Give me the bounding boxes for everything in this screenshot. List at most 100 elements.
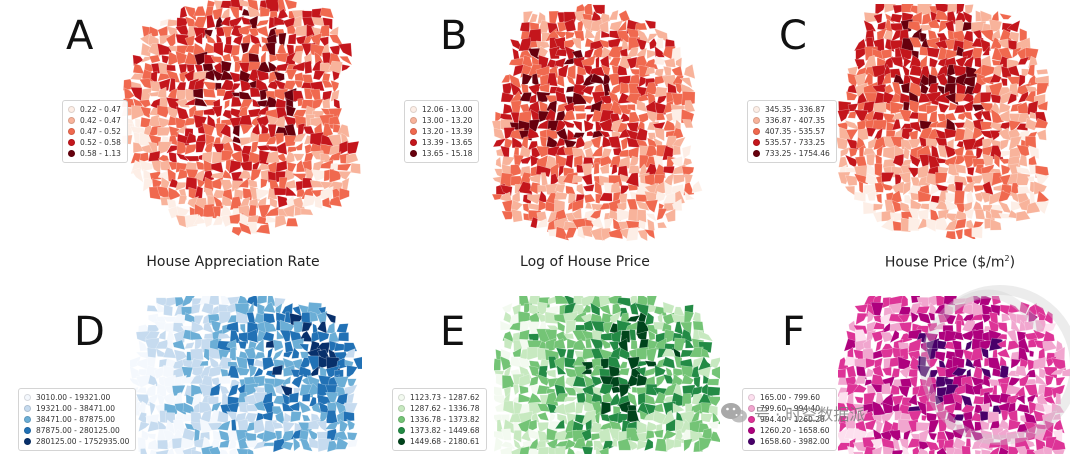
map-region xyxy=(1051,384,1066,399)
legend-swatch xyxy=(24,405,31,412)
map-region xyxy=(889,13,903,24)
map-region xyxy=(1028,155,1038,166)
map-region xyxy=(844,174,858,186)
map-region xyxy=(575,402,585,415)
map-region xyxy=(187,196,200,209)
map-region xyxy=(618,367,630,376)
map-region xyxy=(216,88,226,97)
map-region xyxy=(344,348,356,358)
map-region xyxy=(563,401,577,414)
map-region xyxy=(307,428,318,442)
map-legend: 12.06 - 13.00 13.00 - 13.20 13.20 - 13.39 1… xyxy=(404,100,480,163)
map-region xyxy=(998,446,1009,454)
map-region xyxy=(635,127,648,141)
map-region xyxy=(874,163,883,178)
map-region xyxy=(683,100,696,113)
map-region xyxy=(884,18,894,34)
map-region xyxy=(1015,123,1028,131)
map-region xyxy=(553,338,566,349)
map-region xyxy=(993,184,1003,192)
legend-item: 12.06 - 13.00 xyxy=(410,104,472,115)
map-region xyxy=(1006,76,1021,85)
map-region xyxy=(971,174,985,184)
map-region xyxy=(663,57,676,68)
map-region xyxy=(987,411,1000,424)
map-region xyxy=(253,351,266,360)
map-region xyxy=(636,209,647,223)
map-region xyxy=(644,393,656,405)
map-region xyxy=(684,173,694,185)
map-region xyxy=(1023,421,1038,435)
map-region xyxy=(1010,358,1022,369)
map-region xyxy=(1044,310,1053,326)
map-region xyxy=(157,141,173,155)
map-region xyxy=(945,230,956,239)
map-region xyxy=(853,173,869,185)
map-region xyxy=(990,208,1003,219)
map-region xyxy=(964,208,975,220)
map-region xyxy=(240,124,254,135)
choropleth-map xyxy=(836,4,1050,239)
map-region xyxy=(185,393,195,406)
map-region xyxy=(672,174,685,185)
map-region xyxy=(681,145,692,159)
map-region xyxy=(979,296,992,306)
map-region xyxy=(255,188,272,201)
map-region xyxy=(854,396,864,404)
map-region xyxy=(1033,181,1048,195)
map-region xyxy=(866,127,877,137)
map-region xyxy=(936,447,948,454)
map-region xyxy=(711,366,720,380)
map-region xyxy=(620,136,629,151)
map-region xyxy=(194,64,204,73)
map-region xyxy=(679,77,693,89)
legend-item: 407.35 - 535.57 xyxy=(753,126,830,137)
map-region xyxy=(285,104,297,117)
map-region xyxy=(237,437,250,450)
map-region xyxy=(644,312,655,326)
map-region xyxy=(280,375,292,387)
map-region xyxy=(527,193,543,205)
map-region xyxy=(529,384,539,395)
map-region xyxy=(637,229,648,242)
map-region xyxy=(684,190,696,201)
map-region xyxy=(274,52,289,63)
map-region xyxy=(889,39,903,50)
map-region xyxy=(846,365,857,378)
panel-letter: A xyxy=(66,13,94,59)
legend-swatch xyxy=(410,106,417,113)
map-region xyxy=(925,357,939,369)
map-region xyxy=(643,229,656,240)
map-region xyxy=(500,428,512,441)
map-region xyxy=(854,304,868,313)
map-region xyxy=(997,322,1008,334)
map-region xyxy=(964,340,973,352)
map-region xyxy=(881,366,892,377)
map-region xyxy=(285,217,299,227)
map-region xyxy=(227,384,239,398)
map-region xyxy=(1007,409,1018,423)
map-region xyxy=(292,436,301,452)
map-region xyxy=(176,124,187,135)
map-region xyxy=(282,204,295,218)
map-region xyxy=(690,409,701,424)
map-region xyxy=(276,8,289,21)
map-region xyxy=(937,102,950,114)
map-region xyxy=(341,177,350,191)
map-region xyxy=(501,210,514,220)
map-region xyxy=(219,448,229,454)
map-region xyxy=(293,132,307,143)
map-region xyxy=(215,27,225,37)
legend-swatch xyxy=(748,427,755,434)
map-region xyxy=(576,183,585,196)
map-region xyxy=(562,119,575,128)
map-region xyxy=(644,438,654,452)
map-region xyxy=(707,396,720,407)
map-region xyxy=(566,338,579,349)
map-region xyxy=(935,400,945,413)
map-region xyxy=(854,58,866,70)
map-region xyxy=(874,182,885,193)
legend-swatch xyxy=(68,150,75,157)
map-region xyxy=(907,419,919,433)
map-region xyxy=(621,38,629,52)
